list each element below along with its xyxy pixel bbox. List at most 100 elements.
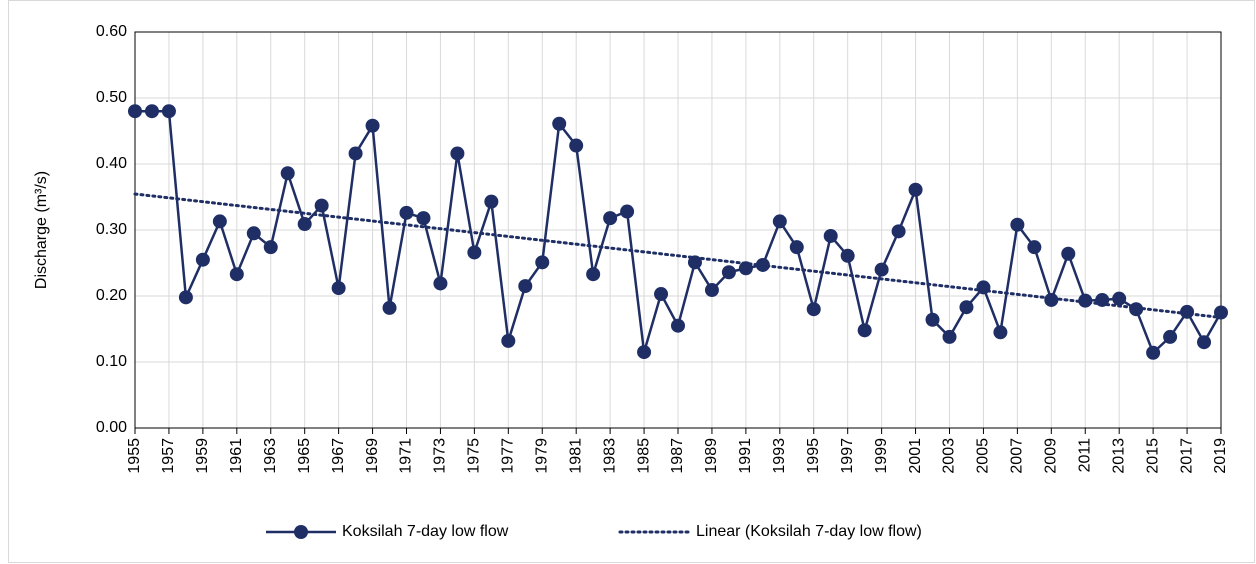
data-point [1010,217,1025,232]
data-point [1163,329,1178,344]
data-point [348,146,363,161]
data-point [586,267,601,282]
data-point [416,211,431,226]
x-tick-label: 2001 [907,438,924,474]
data-point [1146,345,1161,360]
data-point [1095,292,1110,307]
data-point [1180,304,1195,319]
y-tick-label: 0.10 [96,353,127,370]
data-point [840,248,855,263]
y-tick-label: 0.50 [96,89,127,106]
data-point [161,104,176,119]
y-tick-label: 0.30 [96,221,127,238]
x-tick-label: 2019 [1212,438,1229,474]
data-point [263,240,278,255]
data-point [297,217,312,232]
y-tick-label: 0.60 [96,23,127,40]
data-point [1044,292,1059,307]
legend-label: Linear (Koksilah 7-day low flow) [696,523,922,540]
data-point [280,166,295,181]
data-point [128,104,142,119]
x-tick-label: 2003 [941,438,958,474]
data-point [603,211,618,226]
x-tick-label: 1977 [500,438,517,474]
x-tick-label: 2005 [975,438,992,474]
legend-marker [294,525,308,539]
data-point [891,224,906,239]
x-tick-label: 1995 [805,438,822,474]
x-tick-label: 1999 [873,438,890,474]
data-point [246,226,261,241]
data-point [908,182,923,197]
data-point [806,302,821,317]
data-point [212,214,227,229]
data-point [620,204,635,219]
trendline [133,192,1223,320]
data-point [823,228,838,243]
data-point [195,252,210,267]
data-point [144,104,159,119]
data-point [857,323,872,338]
data-point [654,287,669,302]
data-point [721,265,736,280]
data-point [1078,293,1093,308]
data-point [1129,302,1144,317]
legend-label: Koksilah 7-day low flow [342,523,509,540]
data-point [331,281,346,296]
data-point [925,312,940,327]
x-tick-label: 1961 [228,438,245,474]
y-tick-label: 0.00 [96,419,127,436]
data-point [1112,291,1127,306]
x-tick-label: 1971 [398,438,415,474]
data-point [1214,305,1228,320]
x-tick-label: 1997 [839,438,856,474]
data-point [552,116,567,131]
data-point [637,345,652,360]
x-tick-label: 1957 [160,438,177,474]
y-tick-label: 0.20 [96,287,127,304]
data-point [433,276,448,291]
data-point [1027,240,1042,255]
x-tick-label: 1981 [567,438,584,474]
x-tick-label: 1955 [126,438,143,474]
data-point [535,255,550,270]
x-tick-label: 1987 [669,438,686,474]
plot-frame [134,31,1222,429]
chart-frame [8,0,1255,563]
data-point [314,198,329,213]
data-point [671,318,685,333]
data-point [959,300,974,315]
data-point [450,146,465,161]
x-tick-label: 1965 [296,438,313,474]
y-tick-label: 0.40 [96,155,127,172]
data-point [1197,335,1212,350]
data-point [755,257,770,272]
data-point [993,325,1008,340]
data-point [178,290,193,305]
data-point [399,205,414,220]
x-tick-label: 1979 [533,438,550,474]
data-point [874,262,889,277]
x-tick-label: 2011 [1076,438,1093,473]
x-tick-label: 2009 [1043,438,1060,474]
x-tick-label: 1967 [330,438,347,474]
data-point [382,300,397,315]
data-point [501,333,516,348]
x-tick-label: 2015 [1144,438,1161,474]
data-point [942,329,957,344]
x-tick-label: 2007 [1009,438,1026,474]
data-point [772,214,787,229]
data-point [789,240,804,255]
x-tick-label: 1993 [771,438,788,474]
data-point [704,283,719,298]
data-point [467,245,482,260]
data-point [1061,246,1076,261]
data-point [365,118,380,133]
data-point [687,255,702,270]
x-tick-label: 2017 [1178,438,1195,474]
data-point [484,194,499,209]
x-tick-label: 1969 [364,438,381,474]
x-tick-label: 1989 [703,438,720,474]
data-point [569,138,584,153]
